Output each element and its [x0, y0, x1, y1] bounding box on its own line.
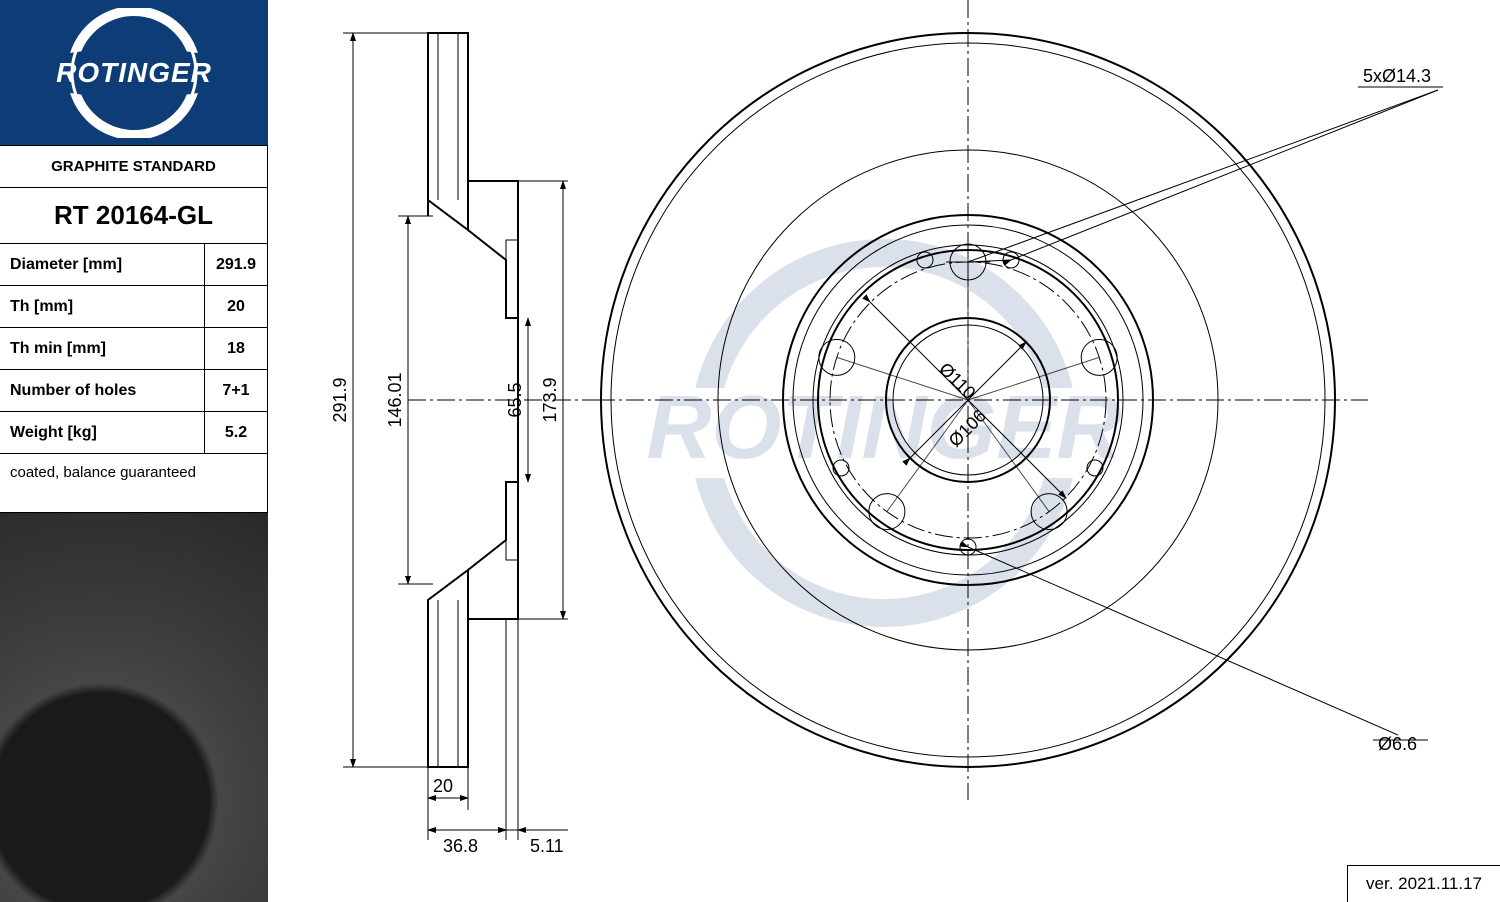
sidebar: ROTINGER ® GRAPHITE STANDARD RT 20164-GL… — [0, 0, 268, 902]
spec-label: Th min [mm] — [0, 328, 205, 369]
svg-text:5.11: 5.11 — [530, 836, 564, 856]
section-view: 291.9 146.01 65.5 173.9 20 36.8 — [268, 0, 608, 870]
svg-text:291.9: 291.9 — [330, 377, 350, 422]
spec-row-weight: Weight [kg] 5.2 — [0, 411, 267, 453]
spec-row-th-min: Th min [mm] 18 — [0, 327, 267, 369]
version-label: ver. 2021.11.17 — [1347, 865, 1500, 902]
svg-text:65.5: 65.5 — [505, 382, 525, 417]
spec-value: 20 — [205, 286, 267, 327]
logo-brand-text: ROTINGER — [56, 57, 212, 89]
svg-text:Ø106: Ø106 — [945, 406, 990, 451]
spec-row-diameter: Diameter [mm] 291.9 — [0, 243, 267, 285]
product-photo — [0, 512, 268, 902]
logo-box: ROTINGER ® — [0, 0, 268, 145]
spec-value: 5.2 — [205, 412, 267, 453]
svg-text:20: 20 — [433, 776, 453, 796]
spec-row-holes: Number of holes 7+1 — [0, 369, 267, 411]
spec-value: 291.9 — [205, 244, 267, 285]
spec-label: Diameter [mm] — [0, 244, 205, 285]
standard-label: GRAPHITE STANDARD — [0, 145, 267, 187]
spec-label: Weight [kg] — [0, 412, 205, 453]
spec-row-thickness: Th [mm] 20 — [0, 285, 267, 327]
spec-value: 18 — [205, 328, 267, 369]
spec-value: 7+1 — [205, 370, 267, 411]
svg-text:Ø6.6: Ø6.6 — [1378, 734, 1417, 754]
note: coated, balance guaranteed — [0, 453, 267, 491]
front-view: 5xØ14.3 Ø6.6 Ø110 Ø106 — [598, 0, 1498, 870]
svg-text:5xØ14.3: 5xØ14.3 — [1363, 66, 1431, 86]
svg-text:36.8: 36.8 — [443, 836, 478, 856]
spec-label: Number of holes — [0, 370, 205, 411]
spec-label: Th [mm] — [0, 286, 205, 327]
part-number: RT 20164-GL — [0, 187, 267, 243]
svg-text:146.01: 146.01 — [385, 372, 405, 427]
svg-text:173.9: 173.9 — [540, 377, 560, 422]
drawing-area: ROTINGER — [268, 0, 1500, 902]
